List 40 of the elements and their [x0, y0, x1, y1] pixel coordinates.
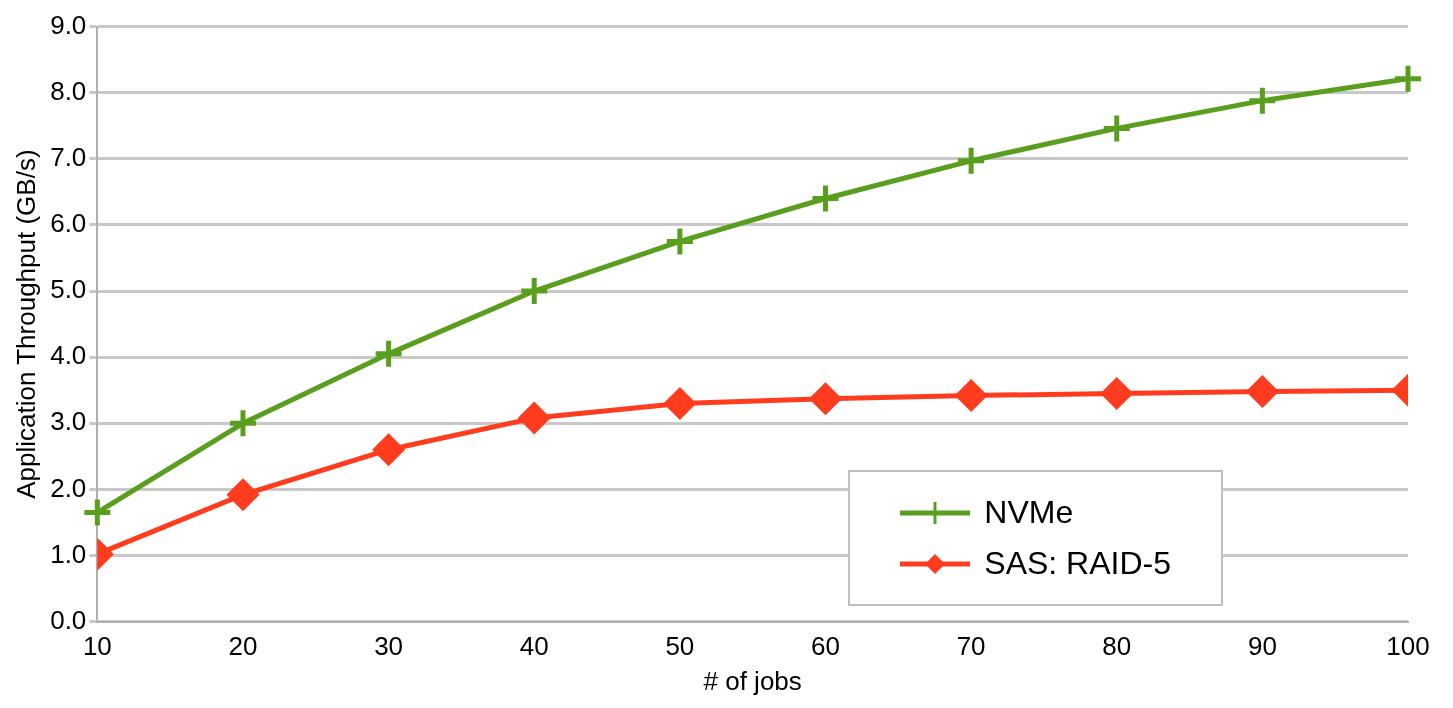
y-tick-label: 2.0	[50, 472, 87, 503]
point	[1101, 378, 1133, 410]
y-tick-label: 8.0	[50, 75, 87, 106]
point	[958, 147, 985, 174]
point	[227, 479, 259, 511]
y-axis-title: Application Throughput (GB/s)	[10, 149, 41, 499]
y-tick-label: 9.0	[50, 9, 87, 40]
point	[375, 340, 402, 367]
point	[666, 228, 693, 255]
y-tick-label: 1.0	[50, 538, 87, 569]
y-tick-label: 5.0	[50, 274, 87, 305]
point	[809, 383, 841, 415]
x-tick-label: 40	[519, 631, 549, 662]
y-tick-label: 3.0	[50, 406, 87, 437]
legend-label: NVMe	[984, 494, 1074, 531]
x-tick-label: 90	[1247, 631, 1277, 662]
x-axis-title: # of jobs	[703, 665, 802, 696]
point	[84, 499, 111, 526]
legend-label: SAS: RAID-5	[984, 545, 1171, 582]
point	[1246, 376, 1278, 408]
x-tick-label: 30	[374, 631, 404, 662]
y-tick-label: 6.0	[50, 208, 87, 239]
y-tick-label: 4.0	[50, 340, 87, 371]
point	[1249, 87, 1276, 114]
y-tick-label: 7.0	[50, 141, 87, 172]
x-tick-label: 100	[1386, 631, 1430, 662]
point	[812, 185, 839, 212]
point	[521, 278, 548, 305]
point	[1395, 65, 1421, 92]
x-tick-label: 80	[1102, 631, 1132, 662]
point	[1103, 115, 1130, 142]
point	[955, 380, 987, 411]
point	[518, 402, 550, 434]
x-tick-label: 50	[665, 631, 695, 662]
x-tick-label: 60	[811, 631, 840, 662]
point	[229, 410, 256, 437]
point	[373, 434, 405, 466]
x-tick-label: 70	[956, 631, 986, 662]
point	[664, 387, 696, 419]
x-tick-label: 20	[228, 631, 258, 662]
